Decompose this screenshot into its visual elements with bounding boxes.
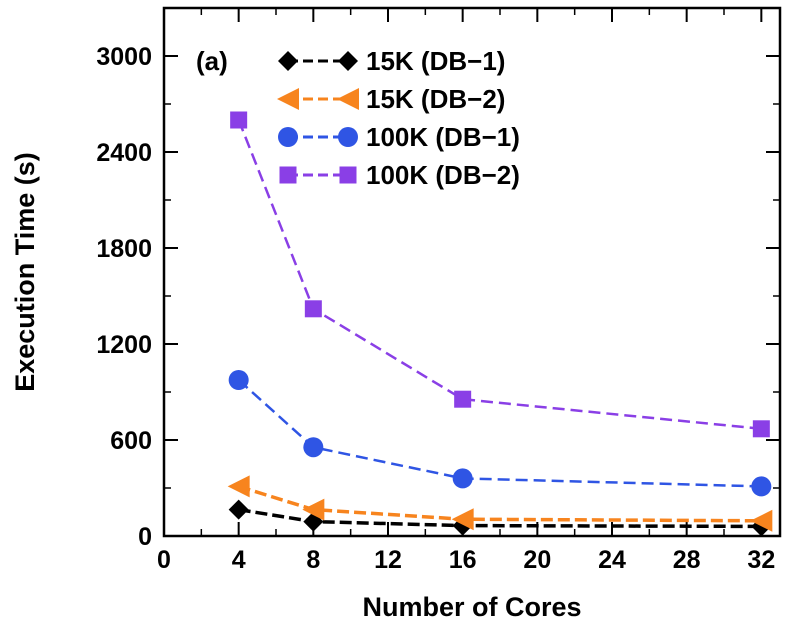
y-tick-label: 1800: [96, 235, 152, 263]
data-point: [303, 511, 324, 532]
legend-label: 15K (DB−2): [366, 84, 505, 114]
data-point: [304, 300, 322, 318]
y-tick-label: 3000: [96, 43, 152, 71]
x-tick-label: 24: [598, 546, 626, 574]
legend-entry: 100K (DB−2): [279, 160, 520, 190]
data-point: [451, 508, 474, 531]
legend-label: 100K (DB−2): [366, 160, 520, 190]
x-tick-label: 16: [449, 546, 477, 574]
legend-marker-left: [278, 127, 298, 147]
legend-label: 15K (DB−1): [366, 46, 505, 76]
data-point: [303, 437, 324, 458]
legend: 15K (DB−1) 15K (DB−2) 100K (DB−1) 100K (DB−…: [277, 46, 520, 190]
legend-marker-left: [279, 166, 297, 184]
y-tick-label: 1200: [96, 331, 152, 359]
x-tick-label: 8: [306, 546, 320, 574]
data-point: [230, 111, 248, 129]
y-tick-label: 2400: [96, 139, 152, 167]
y-axis-title: Execution Time (s): [10, 152, 40, 392]
series-line: [237, 119, 762, 431]
data-point: [302, 498, 325, 521]
plot-frame: [162, 6, 782, 538]
data-point: [751, 476, 772, 497]
legend-entry: 15K (DB−2): [277, 84, 505, 114]
series-line: [238, 484, 762, 523]
legend-entry: 100K (DB−1): [278, 122, 520, 152]
data-point: [227, 475, 250, 498]
data-point: [228, 370, 249, 390]
x-tick-label: 0: [157, 546, 171, 574]
y-tick-label: 0: [138, 523, 152, 551]
legend-marker-left: [278, 51, 298, 71]
data-point: [228, 499, 249, 520]
legend-marker-left: [277, 88, 299, 110]
data-point: [752, 420, 770, 438]
x-tick-label: 12: [374, 546, 402, 574]
data-point: [454, 390, 472, 408]
x-axis-title: Number of Cores: [362, 592, 581, 622]
x-tick-label: 20: [523, 546, 551, 574]
series-3: [230, 111, 770, 438]
legend-marker-right: [338, 51, 358, 71]
y-tick-label: 600: [110, 427, 152, 455]
series-2: [228, 370, 772, 497]
data-point: [750, 509, 773, 532]
series-line: [237, 379, 762, 488]
legend-marker-right: [339, 166, 357, 184]
legend-marker-right: [338, 127, 358, 147]
plot-area: 0 4 8 12 16 20 24 28 32 0 600 1200 1800 2400 3000: [96, 6, 782, 574]
x-tick-label: 32: [747, 546, 775, 574]
panel-label: (a): [196, 46, 228, 76]
series-line: [238, 507, 762, 529]
legend-entry: 15K (DB−1): [278, 46, 505, 76]
x-tick-label: 28: [673, 546, 701, 574]
legend-label: 100K (DB−1): [366, 122, 520, 152]
x-tick-label: 4: [232, 546, 246, 574]
data-point: [452, 468, 473, 489]
legend-marker-right: [337, 88, 359, 110]
series-1: [227, 475, 773, 532]
